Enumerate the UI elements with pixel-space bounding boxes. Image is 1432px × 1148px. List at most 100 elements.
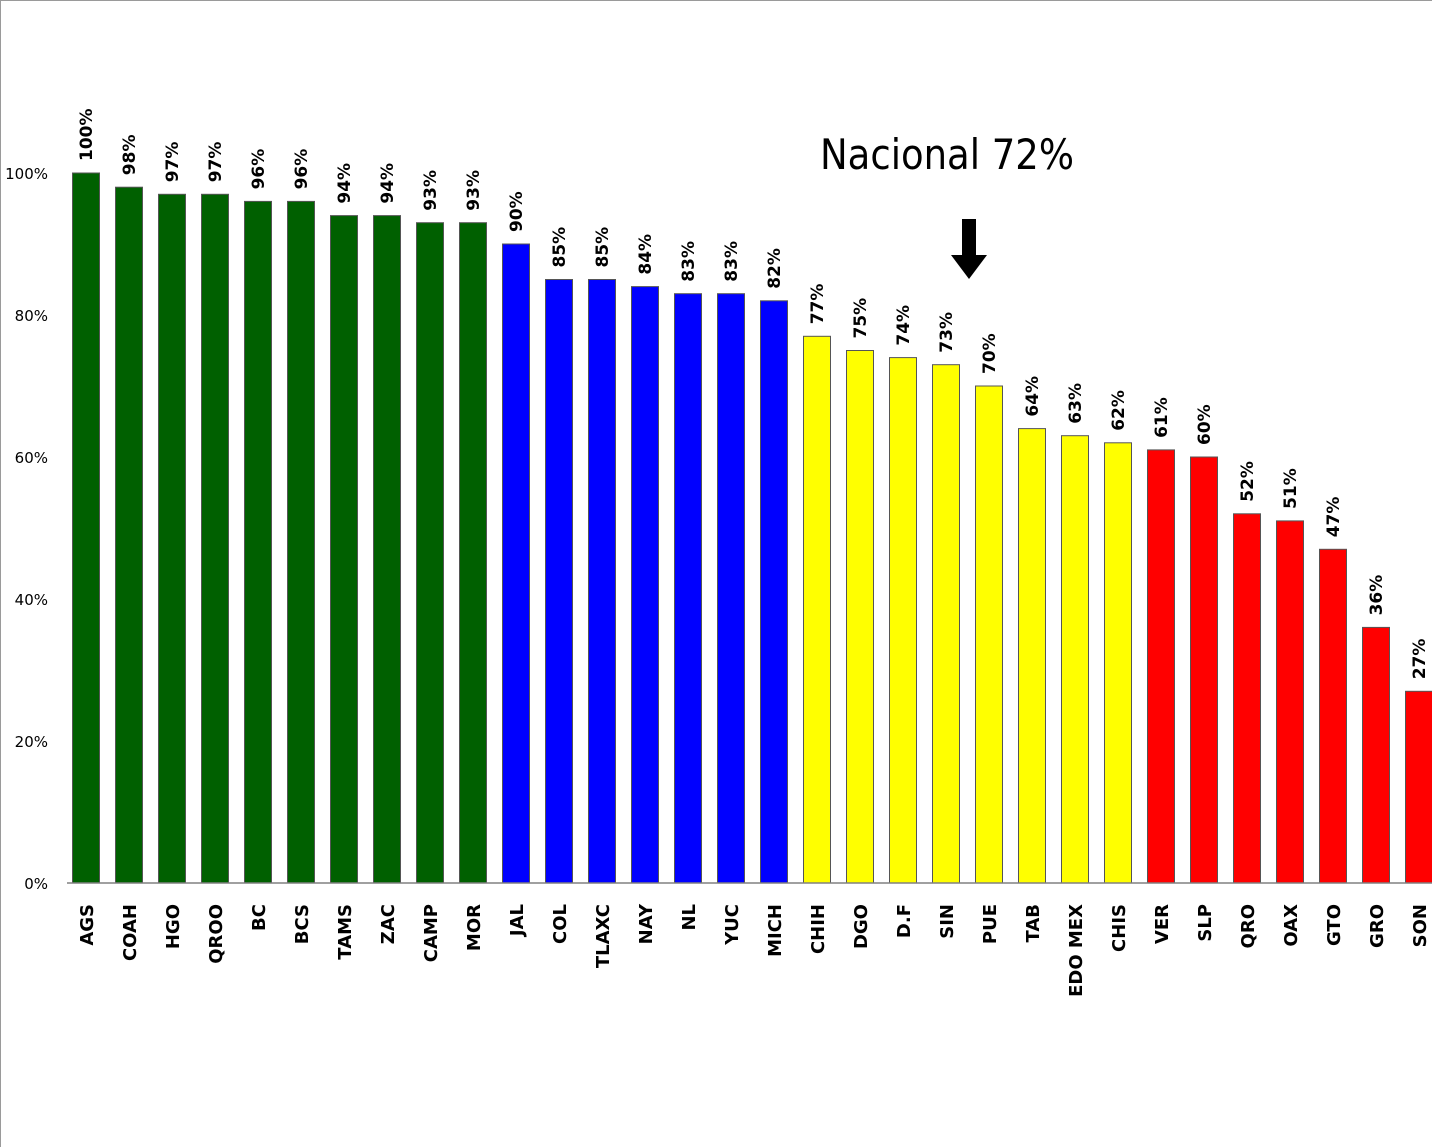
x-tick-label: HGO [163, 904, 184, 949]
x-tick-label: TLAXC [593, 904, 614, 968]
data-label: 94% [335, 163, 355, 204]
x-tick-label: QRO [1238, 904, 1259, 948]
data-label: 74% [894, 305, 914, 346]
x-tick-label: PUE [980, 904, 1001, 944]
data-label: 64% [1023, 376, 1043, 417]
data-label: 97% [206, 142, 226, 183]
bar [1062, 436, 1089, 883]
data-label: 85% [593, 227, 613, 268]
x-tick-label: D.F [894, 904, 915, 938]
data-label: 63% [1066, 383, 1086, 424]
data-label: 84% [636, 234, 656, 275]
data-label: 93% [464, 170, 484, 211]
data-label: 75% [851, 298, 871, 339]
x-tick-label: COL [550, 904, 571, 944]
data-label: 61% [1152, 397, 1172, 438]
x-tick-label: SIN [937, 904, 958, 939]
x-tick-label: MICH [765, 904, 786, 957]
bar [1277, 521, 1304, 883]
bar [460, 223, 487, 883]
x-tick-label: SLP [1195, 904, 1216, 942]
bar [546, 280, 573, 884]
bar [1406, 691, 1432, 883]
data-label: 82% [765, 248, 785, 289]
data-label: 100% [77, 108, 97, 161]
y-tick-label: 80% [15, 307, 48, 325]
x-tick-label: YUC [722, 904, 743, 946]
bar [1234, 514, 1261, 883]
data-label: 83% [722, 241, 742, 282]
y-tick-label: 20% [15, 733, 48, 751]
bar [1191, 457, 1218, 883]
data-label: 94% [378, 163, 398, 204]
x-tick-label: EDO MEX [1066, 904, 1087, 997]
x-tick-label: NL [679, 904, 700, 931]
data-label: 83% [679, 241, 699, 282]
x-tick-label: CHIS [1109, 904, 1130, 952]
x-tick-label: SON [1410, 904, 1431, 947]
bar [847, 351, 874, 884]
x-tick-label: AGS [77, 904, 98, 946]
data-label: 73% [937, 312, 957, 353]
arrow-down-icon [951, 219, 987, 279]
bar [159, 194, 186, 883]
bar [1019, 429, 1046, 883]
national-annotation: Nacional 72% [820, 130, 1074, 279]
bar [1148, 450, 1175, 883]
x-tick-label: TAMS [335, 904, 356, 960]
data-label: 52% [1238, 461, 1258, 502]
y-tick-label: 40% [15, 591, 48, 609]
x-tick-label: JAL [507, 904, 528, 938]
x-tick-label: MOR [464, 904, 485, 951]
data-label: 90% [507, 191, 527, 232]
bar [718, 294, 745, 883]
data-label: 96% [249, 149, 269, 190]
x-tick-label: CHIH [808, 904, 829, 954]
bar [632, 287, 659, 883]
x-tick-label: TAB [1023, 904, 1044, 943]
data-label: 96% [292, 149, 312, 190]
bar [245, 201, 272, 883]
bar [417, 223, 444, 883]
bar [1363, 627, 1390, 883]
bar [890, 358, 917, 883]
data-label: 51% [1281, 468, 1301, 509]
y-tick-label: 0% [24, 875, 48, 893]
value-labels: 100% 98% 97% 97% 96% 96% 94% 94% 93% 93% 90% 85% 85%… [77, 108, 1430, 679]
bar [503, 244, 530, 883]
data-label: 98% [120, 134, 140, 175]
bar [374, 216, 401, 883]
bar [116, 187, 143, 883]
data-label: 36% [1367, 575, 1387, 616]
x-tick-label: QROO [206, 904, 227, 964]
y-axis-ticks: 0%20%40%60%80%100% [5, 165, 48, 893]
data-label: 97% [163, 142, 183, 183]
bar [1105, 443, 1132, 883]
x-tick-label: ZAC [378, 904, 399, 944]
data-label: 70% [980, 333, 1000, 374]
bar [761, 301, 788, 883]
bar [288, 201, 315, 883]
bar [202, 194, 229, 883]
data-label: 93% [421, 170, 441, 211]
x-tick-label: COAH [120, 904, 141, 961]
bar [976, 386, 1003, 883]
bar [675, 294, 702, 883]
x-tick-label: GTO [1324, 904, 1345, 946]
x-tick-label: BCS [292, 904, 313, 944]
data-label: 47% [1324, 497, 1344, 538]
x-tick-label: VER [1152, 904, 1173, 944]
data-label: 27% [1410, 639, 1430, 680]
x-tick-label: DGO [851, 904, 872, 949]
data-label: 77% [808, 284, 828, 325]
bar [933, 365, 960, 883]
bar [589, 280, 616, 884]
data-label: 62% [1109, 390, 1129, 431]
x-tick-label: NAY [636, 903, 657, 944]
data-label: 85% [550, 227, 570, 268]
bar [331, 216, 358, 883]
bar [1320, 549, 1347, 883]
